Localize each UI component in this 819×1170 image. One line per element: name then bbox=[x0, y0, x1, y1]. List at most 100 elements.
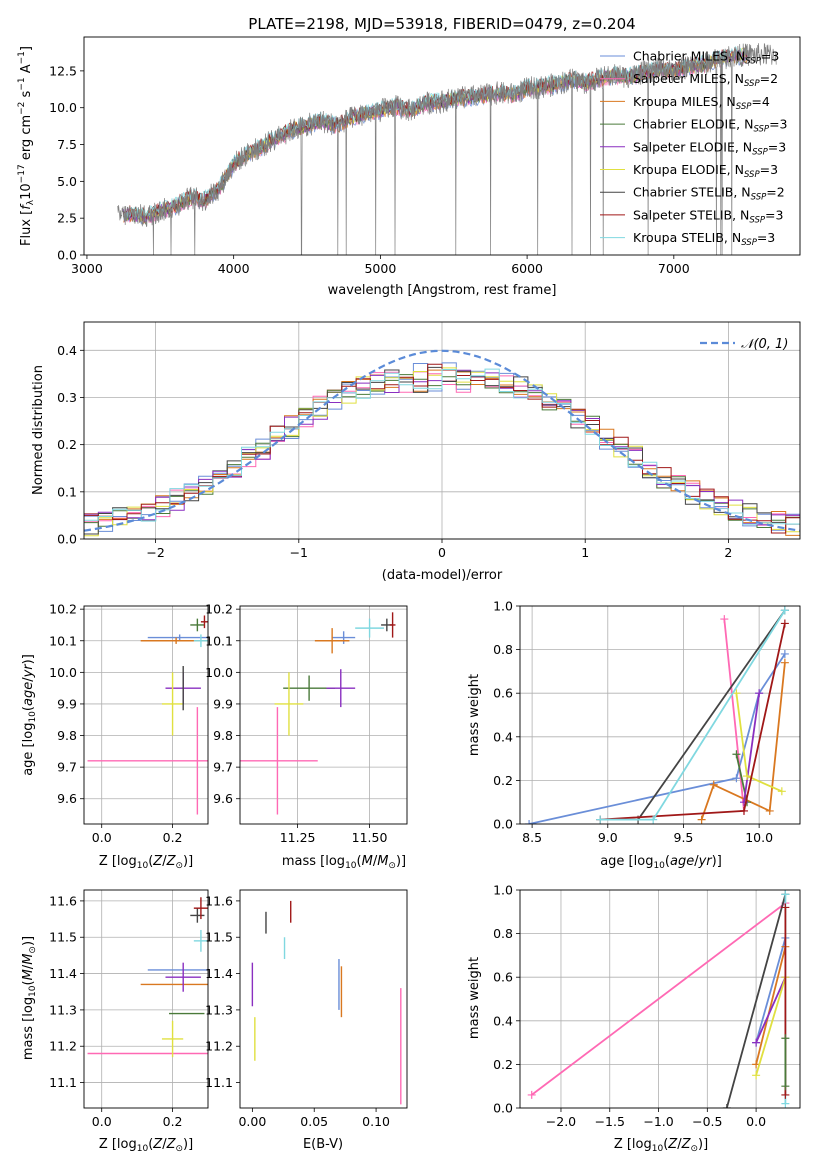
legend-label-val: =3 bbox=[760, 162, 778, 177]
y-tick-label: 0.0 bbox=[493, 817, 513, 832]
y-tick-label: 10.0 bbox=[205, 665, 233, 680]
weight-marker bbox=[743, 772, 752, 781]
spectrum-panel: PLATE=2198, MJD=53918, FIBERID=0479, z=0… bbox=[17, 15, 801, 298]
legend-label-val: =4 bbox=[751, 94, 769, 109]
weight-line bbox=[723, 619, 745, 811]
legend-label-sub: SSP bbox=[753, 125, 769, 135]
x-tick-label: 0.05 bbox=[300, 1114, 328, 1129]
y-tick-label: 9.6 bbox=[57, 791, 77, 806]
legend-label-text: Kroupa STELIB, N bbox=[633, 230, 741, 245]
residual-plot-area: −2 −1 0 1 2 0.0 0.1 0.2 0.3 0.4 𝒩(0, 1) bbox=[57, 321, 801, 560]
y-tick-label: 0.0 bbox=[493, 1101, 513, 1116]
age-mass-xlabel: mass [log10(M/M⊙)] bbox=[282, 854, 406, 871]
weight-marker bbox=[765, 806, 774, 815]
x-tick-label: 6000 bbox=[511, 261, 543, 276]
weight-vs-age-panel: 8.5 9.0 9.5 10.0 0.0 0.2 0.4 0.6 0.8 1.0 age [log… bbox=[467, 599, 801, 871]
weight-line bbox=[725, 894, 787, 1108]
age-mass-plot-area: 11.25 11.50 9.6 9.7 9.8 9.9 10.0 10.1 10.2 bbox=[205, 602, 408, 845]
weight-age-ylabel: mass weight bbox=[467, 674, 482, 756]
legend-label-sub: SSP bbox=[751, 193, 767, 203]
y-tick-label: 0.4 bbox=[57, 343, 77, 358]
legend-label-text: Kroupa MILES, N bbox=[633, 94, 736, 109]
weight-line bbox=[700, 662, 786, 820]
weight-z-ylabel: mass weight bbox=[467, 957, 482, 1039]
error-bars bbox=[240, 612, 396, 815]
weight-marker bbox=[781, 1082, 790, 1091]
legend-label-sub: SSP bbox=[749, 215, 765, 225]
y-tick-label: 9.8 bbox=[213, 728, 233, 743]
legend-label: Salpeter STELIB, NSSP=3 bbox=[633, 207, 783, 225]
y-tick-label: 12.5 bbox=[49, 63, 77, 78]
legend-label-text: Kroupa ELODIE, N bbox=[633, 162, 744, 177]
x-tick-label: −1.0 bbox=[643, 1114, 673, 1129]
weight-marker bbox=[780, 606, 789, 615]
weight-marker bbox=[781, 1090, 790, 1099]
age-vs-mass-panel: 11.25 11.50 9.6 9.7 9.8 9.9 10.0 10.1 10.2 mass … bbox=[205, 602, 408, 871]
x-tick-label: 0.0 bbox=[92, 1114, 112, 1129]
legend-label-text: Salpeter STELIB, N bbox=[633, 207, 749, 222]
legend-label-sub: SSP bbox=[741, 238, 757, 248]
y-tick-label: 2.5 bbox=[57, 211, 77, 226]
x-tick-label: 0.10 bbox=[362, 1114, 390, 1129]
spectrum-xlabel: wavelength [Angstrom, rest frame] bbox=[328, 283, 557, 298]
legend-label-val: =3 bbox=[761, 49, 779, 64]
y-tick-label: 9.9 bbox=[57, 696, 77, 711]
x-tick-label: 5000 bbox=[364, 261, 396, 276]
x-tick-label: 7000 bbox=[658, 261, 690, 276]
legend-label-val: =3 bbox=[768, 139, 786, 154]
legend-label-sub: SSP bbox=[744, 79, 760, 89]
spectrum-title: PLATE=2198, MJD=53918, FIBERID=0479, z=0… bbox=[248, 15, 635, 33]
legend-label-sub: SSP bbox=[744, 170, 760, 180]
residual-histogram-panel: −2 −1 0 1 2 0.0 0.1 0.2 0.3 0.4 𝒩(0, 1) (data-mode… bbox=[31, 321, 801, 583]
mass-ylabel: mass [log10(M/M⊙)] bbox=[21, 936, 38, 1060]
axes-frame bbox=[83, 605, 209, 825]
x-tick-label: 0.0 bbox=[746, 1114, 766, 1129]
y-tick-label: 0.4 bbox=[493, 729, 513, 744]
x-tick-label: −0.5 bbox=[692, 1114, 722, 1129]
legend-label: Chabrier ELODIE, NSSP=3 bbox=[633, 117, 788, 135]
weight-line bbox=[531, 902, 786, 1096]
residual-xlabel: (data-model)/error bbox=[382, 568, 503, 583]
weight-marker bbox=[732, 750, 741, 759]
x-tick-label: 0.2 bbox=[163, 830, 183, 845]
age-vs-metallicity-panel: 0.0 0.2 9.6 9.7 9.8 9.9 10.0 10.1 10.2 Z [log10(… bbox=[21, 602, 209, 871]
x-tick-label: 0.00 bbox=[238, 1114, 266, 1129]
y-tick-label: 11.4 bbox=[205, 966, 233, 981]
legend-label-val: =2 bbox=[760, 71, 778, 86]
error-bars bbox=[251, 900, 402, 1105]
y-tick-label: 0.8 bbox=[493, 926, 513, 941]
y-tick-label: 1.0 bbox=[493, 599, 513, 614]
x-tick-label: 11.25 bbox=[280, 830, 316, 845]
y-tick-label: 9.7 bbox=[57, 760, 77, 775]
weight-line bbox=[743, 693, 760, 803]
axes-frame bbox=[519, 605, 801, 825]
weight-marker bbox=[752, 1071, 761, 1080]
legend-label: Chabrier STELIB, NSSP=2 bbox=[633, 185, 785, 203]
y-tick-label: 11.3 bbox=[49, 1002, 77, 1017]
age-z-plot-area: 0.0 0.2 9.6 9.7 9.8 9.9 10.0 10.1 10.2 bbox=[49, 602, 209, 845]
weight-marker bbox=[755, 689, 764, 698]
legend-label: Kroupa ELODIE, NSSP=3 bbox=[633, 162, 778, 180]
y-tick-label: 11.2 bbox=[49, 1039, 77, 1054]
weight-lines bbox=[527, 890, 790, 1108]
y-tick-label: 0.2 bbox=[57, 437, 77, 452]
weight-marker bbox=[781, 903, 790, 912]
x-tick-label: 11.50 bbox=[352, 830, 388, 845]
y-tick-label: 0.8 bbox=[493, 642, 513, 657]
weight-z-xlabel: Z [log10(Z/Z⊙)] bbox=[614, 1137, 708, 1154]
x-tick-label: 0.2 bbox=[163, 1114, 183, 1129]
x-tick-label: 4000 bbox=[218, 261, 250, 276]
axes-frame bbox=[239, 889, 408, 1109]
axes-frame bbox=[83, 889, 209, 1109]
y-tick-label: 0.3 bbox=[57, 390, 77, 405]
mass-ebv-plot-area: 0.00 0.05 0.10 11.1 11.2 11.3 11.4 11.5 11.6 bbox=[205, 889, 408, 1129]
x-tick-label: 10.0 bbox=[745, 830, 773, 845]
legend-label-sub: SSP bbox=[745, 57, 761, 67]
legend-label-val: =3 bbox=[757, 230, 775, 245]
y-tick-label: 0.1 bbox=[57, 484, 77, 499]
x-tick-label: −2 bbox=[146, 545, 164, 560]
weight-marker bbox=[697, 815, 706, 824]
legend-label-text: Chabrier STELIB, N bbox=[633, 185, 751, 200]
weight-line bbox=[755, 976, 787, 1043]
y-tick-label: 0.0 bbox=[57, 532, 77, 547]
